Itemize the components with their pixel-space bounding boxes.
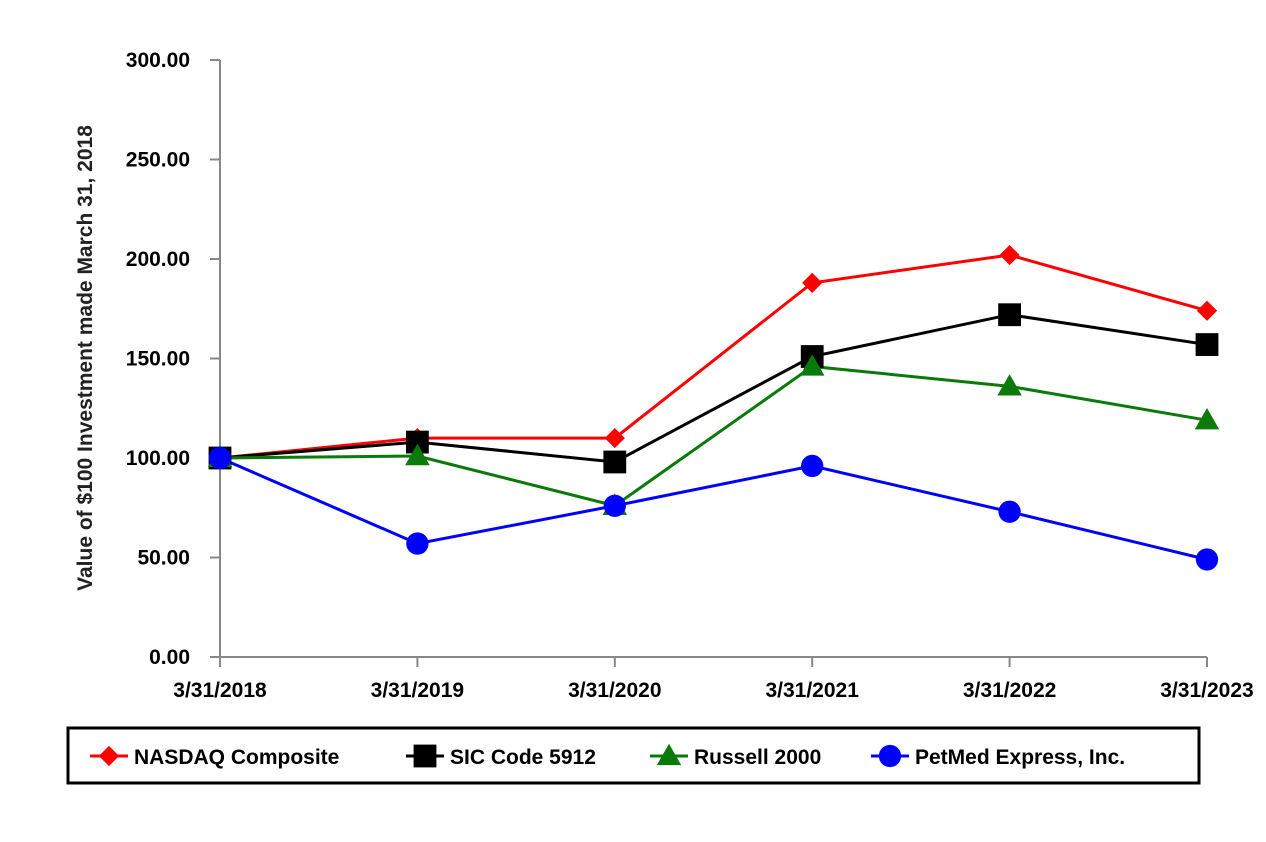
x-tick-label: 3/31/2023: [1160, 679, 1253, 702]
series-line-1: [219, 313, 1208, 464]
data-point-2-5: [1194, 407, 1220, 430]
legend-label-2: Russell 2000: [694, 746, 821, 769]
series-line-0: [219, 253, 1208, 460]
data-point-0-4: [999, 244, 1020, 266]
data-point-3-2: [603, 494, 626, 517]
y-axis-title: Value of $100 Investment made March 31, …: [74, 125, 97, 591]
data-point-1-4: [998, 303, 1021, 327]
data-point-2-4: [997, 374, 1022, 396]
y-tick-label: 50.00: [137, 547, 190, 570]
data-point-0-5: [1196, 300, 1218, 321]
y-tick-label: 200.00: [126, 248, 190, 271]
y-tick-label: 150.00: [126, 348, 190, 371]
legend-marker-2: [656, 743, 682, 766]
data-point-0-2: [604, 428, 625, 449]
data-point-2-3: [799, 354, 825, 376]
axes: [219, 60, 1207, 658]
y-tick-label: 0.00: [149, 646, 190, 669]
legend-label-1: SIC Code 5912: [450, 746, 596, 769]
data-point-3-1: [406, 532, 429, 555]
data-point-1-5: [1195, 333, 1219, 356]
x-tick-label: 3/31/2022: [963, 679, 1056, 702]
data-point-2-1: [405, 443, 430, 466]
series-markers: [207, 244, 1220, 571]
y-tick-label: 100.00: [126, 447, 190, 470]
data-point-3-5: [1195, 548, 1219, 571]
series-line-3: [219, 456, 1208, 561]
series-lines: [219, 253, 1208, 561]
x-tick-label: 3/31/2019: [371, 679, 464, 702]
data-point-0-3: [802, 272, 823, 293]
x-tick-label: 3/31/2020: [568, 679, 661, 702]
legend-label-0: NASDAQ Composite: [134, 746, 339, 769]
x-tick-label: 3/31/2018: [173, 679, 267, 702]
legend-marker-0: [98, 745, 120, 767]
data-point-1-2: [603, 450, 627, 474]
legend-box: [66, 726, 1201, 785]
data-point-3-4: [998, 500, 1021, 523]
data-point-1-1: [406, 430, 429, 454]
y-ticks: 0.00 50.00 100.00 150.00 200.00 250.00 300.00: [126, 49, 220, 669]
legend-marker-1: [413, 744, 437, 768]
y-tick-label: 250.00: [126, 149, 190, 172]
data-point-3-3: [801, 454, 824, 478]
data-point-3-0: [208, 446, 232, 470]
x-tick-label: 3/31/2021: [765, 679, 859, 702]
y-tick-label: 300.00: [126, 49, 190, 72]
legend-label-3: PetMed Express, Inc.: [915, 746, 1125, 769]
x-ticks: 3/31/2018 3/31/2019 3/31/2020 3/31/2021 3/31…: [173, 657, 1254, 702]
legend-marker-3: [878, 744, 902, 768]
series-line-2: [219, 364, 1208, 508]
legend: NASDAQ Composite SIC Code 5912 Russell 200…: [66, 726, 1201, 785]
